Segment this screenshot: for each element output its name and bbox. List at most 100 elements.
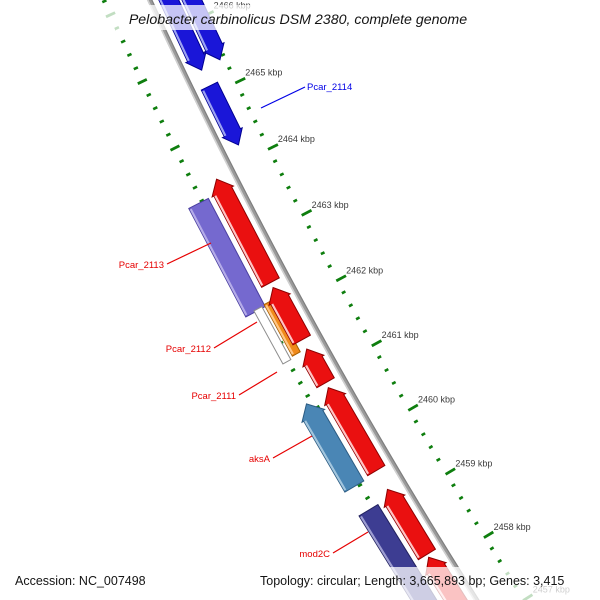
topology-text: Topology: circular; Length: 3,665,893 bp…	[260, 574, 564, 588]
tick-mark	[279, 172, 285, 177]
tick-mark	[407, 403, 419, 412]
tick-mark	[413, 419, 419, 424]
tick-mark	[133, 66, 139, 71]
ruler-label: 2460 kbp	[418, 395, 455, 405]
tick-mark	[179, 159, 185, 164]
gene-highlight	[305, 365, 319, 387]
ruler-label: 2464 kbp	[278, 134, 315, 144]
backbone-line	[146, 0, 480, 600]
tick-mark	[234, 76, 246, 85]
tick-mark	[435, 457, 441, 462]
gene-labels: Pcar_2114 Pcar_2113 Pcar_2112 Pcar_2111 aksA…	[119, 82, 369, 560]
tick-mark	[146, 92, 152, 98]
gene-label-Pcar_2113: Pcar_2113	[119, 260, 164, 271]
tick-mark	[259, 132, 265, 137]
gene-red-c1	[211, 178, 280, 288]
tick-mark	[357, 482, 363, 488]
ruler-label: 2459 kbp	[455, 459, 492, 469]
ruler-label: 2458 kbp	[494, 522, 531, 532]
tick-mark	[137, 78, 148, 85]
label-pointer-line	[332, 531, 369, 554]
ruler-label: 2463 kbp	[312, 200, 349, 210]
gene-label-aksA: aksA	[249, 454, 271, 465]
figure-title: Pelobacter carbinolicus DSM 2380, comple…	[129, 12, 467, 28]
tick-mark	[497, 558, 503, 564]
ruler-label: 2461 kbp	[382, 330, 419, 340]
tick-mark	[362, 329, 368, 334]
label-pointer-line	[272, 435, 313, 459]
gene-label-Pcar_2114: Pcar_2114	[307, 82, 352, 93]
gene-red-e	[268, 286, 312, 346]
tick-mark	[313, 238, 319, 243]
tick-mark	[355, 316, 361, 321]
tick-mark	[420, 432, 426, 437]
tick-mark	[246, 106, 252, 111]
tick-mark	[306, 224, 312, 230]
tick-mark	[120, 39, 126, 44]
gene-red-g2	[323, 386, 386, 477]
gene-Pcar_2114	[200, 81, 243, 146]
tick-mark	[341, 290, 347, 295]
tick-mark	[305, 393, 311, 399]
tick-mark	[192, 185, 198, 190]
tick-mark	[320, 251, 326, 256]
tick-mark	[391, 380, 397, 386]
tick-mark	[489, 546, 495, 551]
backbone-shadow	[151, 0, 480, 600]
footer-band	[0, 567, 600, 600]
tick-mark	[474, 521, 479, 526]
tick-mark	[126, 52, 133, 57]
tick-mark	[165, 132, 171, 137]
gene-Pcar_2111	[302, 348, 335, 389]
gene-highlight	[189, 208, 248, 316]
tick-mark	[286, 185, 291, 190]
label-pointer-line	[166, 242, 212, 265]
accession-text: Accession: NC_007498	[15, 574, 146, 588]
label-pointer-line	[238, 371, 278, 396]
tick-mark	[252, 119, 258, 124]
tick-mark	[101, 0, 107, 4]
tick-mark	[371, 339, 383, 348]
gene-highlight	[386, 505, 420, 559]
genes-layer	[158, 0, 468, 600]
tick-mark	[227, 66, 232, 71]
ruler-label: 2465 kbp	[245, 68, 282, 78]
gene-label-mod2C: mod2C	[299, 549, 330, 560]
gene-highlight	[326, 403, 370, 475]
tick-mark	[364, 495, 371, 501]
gene-Pcar_2112	[253, 305, 292, 365]
genome-map: Pcar_2114 Pcar_2113 Pcar_2112 Pcar_2111 aksA…	[101, 0, 570, 600]
tick-mark	[444, 467, 456, 476]
tick-mark	[301, 209, 313, 217]
tick-mark	[239, 92, 245, 97]
tick-mark	[483, 530, 495, 539]
tick-mark	[169, 144, 181, 152]
tick-mark	[297, 380, 303, 386]
tick-mark	[267, 143, 279, 151]
tick-mark	[466, 508, 472, 513]
tick-mark	[376, 355, 382, 360]
backbone-highlight	[146, 0, 476, 600]
tick-mark	[428, 444, 434, 450]
label-pointer-line	[213, 321, 258, 349]
gene-highlight	[265, 304, 294, 355]
gene-label-Pcar_2111: Pcar_2111	[191, 391, 236, 402]
gene-highlight	[202, 90, 227, 137]
tick-mark	[185, 172, 191, 177]
tick-mark	[384, 367, 389, 373]
gene-highlight	[214, 195, 264, 286]
tick-mark	[335, 274, 347, 283]
tick-mark	[152, 106, 158, 111]
gene-red-i	[383, 488, 437, 561]
tick-mark	[272, 159, 278, 164]
gene-aksA	[301, 403, 365, 493]
label-pointer-line	[260, 86, 306, 109]
gene-highlight	[271, 303, 295, 344]
tick-mark	[348, 303, 354, 308]
ruler-label: 2462 kbp	[346, 265, 383, 275]
title-band	[0, 5, 600, 30]
tick-mark	[159, 119, 165, 124]
tick-mark	[290, 367, 296, 373]
